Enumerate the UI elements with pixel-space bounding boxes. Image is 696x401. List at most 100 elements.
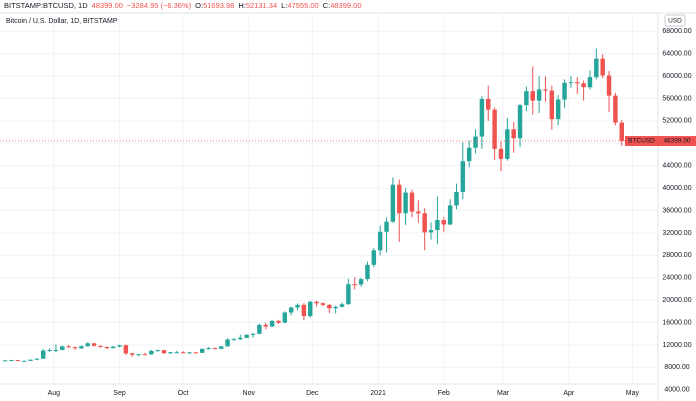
- y-tick-label: 12000.00: [662, 342, 691, 349]
- candle-body: [549, 90, 555, 120]
- candle-body: [498, 148, 504, 159]
- y-tick-label: 8000.00: [664, 364, 689, 371]
- candle-body: [2, 360, 8, 362]
- candle-body: [403, 192, 408, 214]
- candle-body: [295, 304, 300, 308]
- y-tick-label: 40000.00: [662, 185, 691, 192]
- y-tick-label: 56000.00: [662, 95, 691, 102]
- y-tick-label: 36000.00: [662, 207, 691, 214]
- candle-body: [244, 334, 249, 338]
- ohlc-label: L:: [281, 1, 287, 10]
- candle-body: [320, 303, 326, 305]
- candle-body: [505, 129, 510, 159]
- candle-body: [428, 230, 434, 233]
- candle-body: [85, 343, 90, 347]
- candle-body: [21, 360, 27, 362]
- ohlc-label: H:: [238, 1, 246, 10]
- price-axis: [658, 14, 696, 401]
- y-tick-label: 52000.00: [662, 118, 691, 125]
- candle-body: [568, 82, 574, 84]
- chart-title: Bitcoin / U.S. Dollar, 1D, BITSTAMP: [6, 18, 118, 25]
- candle-body: [199, 348, 205, 353]
- candle-body: [130, 353, 135, 355]
- x-tick-label: Apr: [563, 390, 575, 397]
- candle-body: [473, 136, 478, 148]
- candle-body: [454, 192, 459, 206]
- header: BITSTAMP:BTCUSD, 1D 48399.00 −3284.95 (−6.…: [4, 1, 362, 10]
- candle-body: [136, 354, 141, 356]
- y-tick-label: 20000.00: [662, 297, 691, 304]
- candle-body: [66, 346, 71, 348]
- candle-body: [161, 350, 167, 354]
- candle-body: [206, 348, 211, 350]
- candle-body: [562, 82, 567, 100]
- candle-body: [581, 83, 586, 88]
- candle-body: [250, 333, 256, 335]
- candle-body: [117, 345, 122, 347]
- y-tick-label: 4000.00: [664, 387, 689, 394]
- candle-body: [390, 184, 396, 222]
- candle-body: [257, 324, 262, 334]
- candle-body: [555, 99, 561, 120]
- price-tag-name: BTCUSD: [628, 138, 655, 145]
- candle-body: [47, 350, 52, 352]
- candle-body: [435, 220, 440, 231]
- candle-body: [193, 352, 199, 354]
- candle-body: [219, 346, 224, 349]
- candle-body: [511, 129, 516, 139]
- candle-body: [524, 91, 529, 106]
- candle-body: [575, 82, 580, 84]
- candle-body: [282, 312, 288, 323]
- candle-body: [365, 264, 370, 280]
- candle-body: [225, 339, 230, 347]
- candle-body: [142, 354, 148, 356]
- candle-body: [447, 205, 453, 225]
- y-tick-label: 16000.00: [662, 319, 691, 326]
- y-tick-label: 64000.00: [662, 50, 691, 57]
- y-tick-label: 60000.00: [662, 73, 691, 80]
- y-tick-label: 44000.00: [662, 163, 691, 170]
- grid: [0, 14, 658, 391]
- candle-body: [180, 352, 186, 354]
- x-tick-label: Dec: [306, 390, 319, 397]
- y-tick-label: 28000.00: [662, 252, 691, 259]
- candle-body: [339, 304, 345, 307]
- candle-body: [543, 89, 548, 91]
- candle-body: [168, 352, 173, 354]
- y-tick-label: 68000.00: [662, 28, 691, 35]
- y-tick-label: 32000.00: [662, 230, 691, 237]
- candle-body: [110, 346, 116, 349]
- x-tick-label: Aug: [48, 390, 61, 397]
- ohlc-value: 51693.98: [203, 1, 234, 10]
- candle-body: [238, 337, 243, 340]
- candle-body: [466, 147, 472, 162]
- x-tick-label: Nov: [243, 390, 256, 397]
- candle-body: [517, 105, 523, 139]
- candle-body: [276, 320, 281, 323]
- candle-body: [594, 58, 599, 78]
- candle-body: [174, 352, 179, 354]
- candle-body: [41, 350, 46, 359]
- candle-body: [60, 346, 65, 351]
- candle-body: [123, 345, 129, 354]
- candle-body: [441, 220, 446, 225]
- candle-body: [422, 213, 427, 233]
- candle-body: [613, 95, 618, 123]
- price-tag-name-box: [625, 136, 658, 147]
- currency-box[interactable]: [664, 14, 686, 27]
- price-tag-label: 48399.00: [663, 138, 690, 145]
- candle-body: [269, 320, 275, 327]
- candle-body: [333, 306, 338, 309]
- currency-label[interactable]: USD: [668, 18, 682, 25]
- candle-body: [346, 284, 351, 305]
- candle-body: [34, 358, 40, 360]
- candle-body: [358, 279, 364, 285]
- overlay: Aug Sep Oct Nov Dec 2021 Feb Mar Apr May 4000.00 80…: [0, 14, 696, 401]
- candle-body: [619, 122, 624, 142]
- candles: [2, 48, 624, 362]
- ohlc-label: C:: [323, 1, 331, 10]
- candle-body: [486, 99, 491, 110]
- candle-body: [600, 58, 605, 76]
